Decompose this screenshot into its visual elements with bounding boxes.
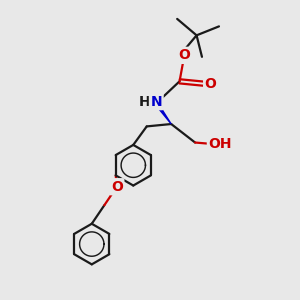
Text: O: O bbox=[111, 180, 123, 194]
Text: O: O bbox=[178, 48, 190, 62]
Polygon shape bbox=[154, 101, 171, 124]
Text: OH: OH bbox=[208, 137, 232, 151]
Text: H: H bbox=[139, 94, 150, 109]
Text: O: O bbox=[205, 77, 217, 91]
Text: N: N bbox=[151, 94, 162, 109]
